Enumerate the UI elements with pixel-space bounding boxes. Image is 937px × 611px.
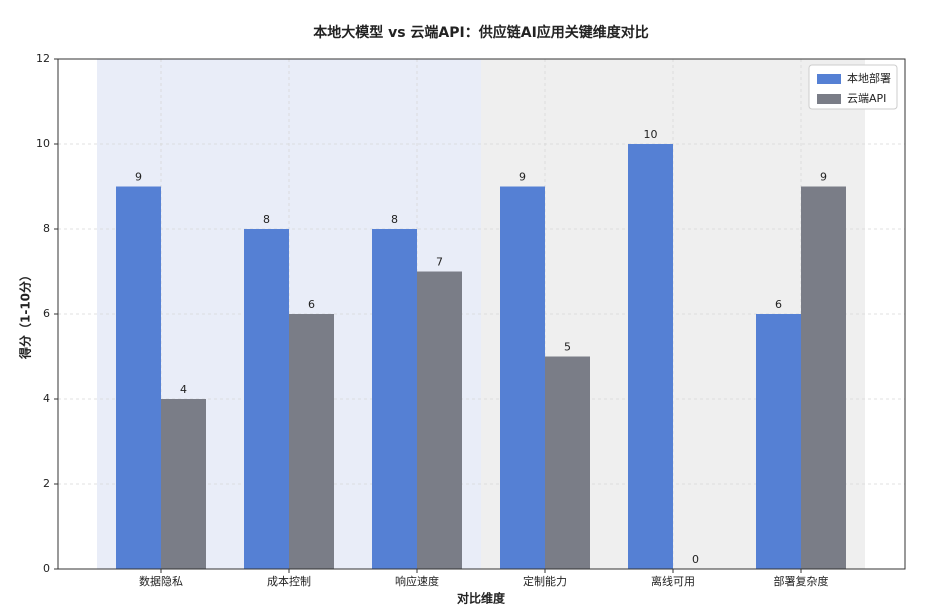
- bar: [500, 186, 545, 569]
- value-label: 8: [391, 213, 398, 226]
- y-tick-label: 2: [43, 477, 50, 490]
- bar: [545, 356, 590, 569]
- value-label: 5: [564, 341, 571, 354]
- bar: [756, 314, 801, 569]
- x-tick-label: 离线可用: [651, 574, 695, 588]
- x-tick-label: 定制能力: [523, 574, 567, 588]
- y-axis-label: 得分（1-10分）: [18, 269, 33, 360]
- value-label: 7: [436, 256, 443, 269]
- bar: [116, 186, 161, 569]
- x-tick-label: 成本控制: [267, 574, 311, 588]
- bar: [801, 186, 846, 569]
- legend-label: 本地部署: [847, 71, 891, 85]
- y-tick-label: 0: [43, 562, 50, 575]
- legend-swatch: [817, 94, 841, 104]
- chart-title: 本地大模型 vs 云端API：供应链AI应用关键维度对比: [313, 24, 649, 41]
- value-label: 9: [519, 171, 526, 184]
- value-label: 8: [263, 213, 270, 226]
- legend-label: 云端API: [847, 92, 886, 105]
- bar: [628, 144, 673, 569]
- y-tick-label: 6: [43, 307, 50, 320]
- axes-frame: [57, 58, 906, 570]
- value-label: 9: [820, 171, 827, 184]
- legend-swatch: [817, 74, 841, 84]
- value-label: 6: [308, 298, 315, 311]
- bar: [161, 399, 206, 569]
- x-tick-label: 部署复杂度: [774, 574, 829, 588]
- x-axis-label: 对比维度: [457, 591, 506, 606]
- bar: [289, 314, 334, 569]
- y-tick-label: 10: [36, 137, 50, 150]
- x-tick-label: 数据隐私: [139, 574, 183, 588]
- bar: [244, 229, 289, 569]
- value-label: 10: [644, 128, 658, 141]
- y-tick-label: 8: [43, 222, 50, 235]
- y-tick-label: 4: [43, 392, 50, 405]
- value-label: 0: [692, 553, 699, 566]
- value-label: 4: [180, 383, 187, 396]
- plot: 0 2 4 6 8 10 12 数据隐私 成本控制 响应速度 定制能力 离线可用 部署复杂度 9 8 8 9 10…: [36, 52, 905, 588]
- bar: [417, 271, 462, 569]
- x-tick-label: 响应速度: [395, 574, 439, 588]
- y-tick-label: 12: [36, 52, 50, 65]
- value-label: 6: [775, 298, 782, 311]
- bar: [372, 229, 417, 569]
- value-label: 9: [135, 171, 142, 184]
